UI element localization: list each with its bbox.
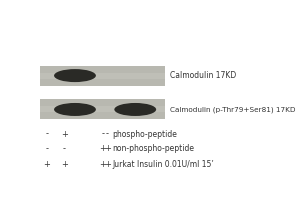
Ellipse shape bbox=[54, 103, 96, 116]
Text: -: - bbox=[63, 144, 66, 153]
Text: +: + bbox=[99, 160, 106, 169]
Text: Calmodulin (p-Thr79+Ser81) 17KD: Calmodulin (p-Thr79+Ser81) 17KD bbox=[170, 106, 296, 113]
Ellipse shape bbox=[114, 103, 156, 116]
Text: -: - bbox=[45, 130, 48, 139]
Ellipse shape bbox=[54, 69, 96, 82]
Text: +: + bbox=[104, 160, 111, 169]
Text: -: - bbox=[101, 130, 104, 139]
Text: +: + bbox=[61, 160, 68, 169]
Text: +: + bbox=[104, 144, 111, 153]
Bar bbox=[40, 99, 165, 119]
Text: -: - bbox=[45, 144, 48, 153]
Text: +: + bbox=[44, 160, 50, 169]
Text: +: + bbox=[99, 144, 106, 153]
Text: non-phospho-peptide: non-phospho-peptide bbox=[112, 144, 194, 153]
Bar bbox=[40, 106, 165, 112]
Text: -: - bbox=[106, 130, 109, 139]
Bar bbox=[40, 73, 165, 79]
Text: phospho-peptide: phospho-peptide bbox=[112, 130, 177, 139]
Text: Jurkat Insulin 0.01U/ml 15’: Jurkat Insulin 0.01U/ml 15’ bbox=[112, 160, 214, 169]
Text: +: + bbox=[61, 130, 68, 139]
Text: Calmodulin 17KD: Calmodulin 17KD bbox=[170, 71, 236, 80]
Bar bbox=[40, 66, 165, 86]
